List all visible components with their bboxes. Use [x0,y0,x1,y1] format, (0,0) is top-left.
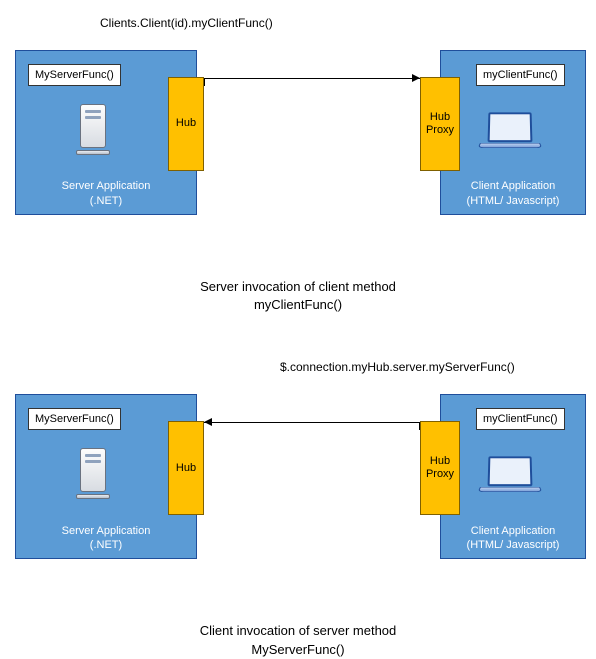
client-caption-2: (HTML/ Javascript) [441,194,585,208]
hub-label: Hub [176,462,196,475]
client-func-box: myClientFunc() [476,408,565,430]
arrow-drop [419,422,420,430]
caption-1-line-2: myClientFunc() [0,296,596,314]
hub-box: Hub [168,77,204,171]
code-label: $.connection.myHub.server.myServerFunc() [280,360,515,374]
diagram-server-to-client: Clients.Client(id).myClientFunc() Server … [0,0,596,270]
client-func-box: myClientFunc() [476,64,565,86]
server-caption-1: Server Application [16,179,196,193]
hub-proxy-label-1: Hub [430,111,450,124]
server-icon [76,448,110,499]
caption-diagram-1: Server invocation of client method myCli… [0,278,596,314]
arrow-head-icon [412,74,420,82]
hub-label: Hub [176,117,196,130]
laptop-icon [480,456,540,495]
caption-1-line-1: Server invocation of client method [0,278,596,296]
caption-2-line-1: Client invocation of server method [0,622,596,640]
server-app-caption: Server Application(.NET) [16,524,196,553]
server-caption-1: Server Application [16,524,196,538]
hub-proxy-box: HubProxy [420,421,460,515]
arrow-head-icon [204,418,212,426]
caption-2-line-2: MyServerFunc() [0,641,596,659]
code-label: Clients.Client(id).myClientFunc() [100,16,273,30]
client-caption-1: Client Application [441,524,585,538]
server-func-box: MyServerFunc() [28,408,121,430]
hub-proxy-box: HubProxy [420,77,460,171]
hub-proxy-label-2: Proxy [426,468,454,481]
arrow-drop [204,78,205,86]
client-app-caption: Client Application(HTML/ Javascript) [441,179,585,208]
laptop-icon [480,112,540,151]
hub-box: Hub [168,421,204,515]
arrow-line [204,422,420,423]
server-func-box: MyServerFunc() [28,64,121,86]
caption-diagram-2: Client invocation of server method MySer… [0,622,596,658]
server-icon [76,104,110,155]
arrow-line [204,78,420,79]
hub-proxy-label-2: Proxy [426,124,454,137]
diagram-client-to-server: $.connection.myHub.server.myServerFunc()… [0,344,596,614]
client-app-caption: Client Application(HTML/ Javascript) [441,524,585,553]
client-caption-1: Client Application [441,179,585,193]
server-caption-2: (.NET) [16,194,196,208]
server-caption-2: (.NET) [16,538,196,552]
client-caption-2: (HTML/ Javascript) [441,538,585,552]
hub-proxy-label-1: Hub [430,455,450,468]
server-app-caption: Server Application(.NET) [16,179,196,208]
